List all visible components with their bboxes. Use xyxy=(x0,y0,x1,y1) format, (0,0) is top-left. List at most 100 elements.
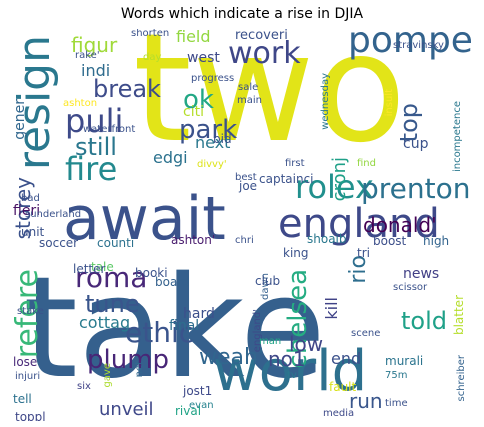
word-low: low xyxy=(289,332,324,356)
word-club: club xyxy=(255,274,281,288)
word-puli: puli xyxy=(65,102,124,140)
word-ethic: ethic xyxy=(125,316,195,349)
word-stake: stake xyxy=(17,306,44,317)
word-prenton: prenton xyxy=(361,172,471,205)
word-rival: rival xyxy=(175,404,202,418)
word-75m: 75m xyxy=(385,370,408,381)
word-letter: letter xyxy=(73,262,106,276)
word-next: next xyxy=(195,133,231,152)
word-field: field xyxy=(176,29,211,46)
word-pompey: pompey xyxy=(348,29,471,61)
word-divvy: divvy' xyxy=(197,159,227,170)
word-rolex: rolex xyxy=(295,168,374,206)
word-tri: tri xyxy=(357,246,370,260)
word-cup: cup xyxy=(403,136,429,152)
word-park: park xyxy=(179,115,238,145)
word-cloud: taketwoawaitworldenglandresignpompeywork… xyxy=(13,29,471,421)
word-gener: gener xyxy=(13,99,28,140)
word-recoveri: recoveri xyxy=(235,29,288,43)
word-await: await xyxy=(63,184,226,254)
word-edgi: edgi xyxy=(153,148,188,167)
word-west: west xyxy=(187,50,220,66)
word-high: high xyxy=(423,234,450,248)
word-incompetence: incompetence xyxy=(452,101,463,173)
word-plump: plump xyxy=(87,345,170,375)
word-unit: unit xyxy=(21,225,45,239)
word-cronj: cronj xyxy=(329,157,350,202)
word-king: king xyxy=(283,246,309,260)
word-first: first xyxy=(285,158,305,169)
word-net: net xyxy=(134,361,145,378)
word-bid: bid xyxy=(213,132,232,146)
word-stravinsky: stravinsky xyxy=(393,40,444,51)
word-best: best xyxy=(235,172,257,183)
word-captainci: captainci xyxy=(259,172,314,186)
word-fault: fault xyxy=(329,380,357,394)
word-board: board xyxy=(155,275,190,289)
word-ashton: ashton' xyxy=(171,233,216,247)
word-donald: donald' xyxy=(363,213,437,237)
word-boost: boost xyxy=(373,234,407,248)
word-roma: roma xyxy=(75,261,148,294)
word-no1: no1 xyxy=(268,347,306,371)
word-wednesday: wednesday xyxy=(320,73,331,130)
word-booki: booki xyxy=(135,266,168,280)
word-citi: citi xyxy=(183,104,204,120)
word-evan: evan xyxy=(189,400,214,411)
chart-title: Words which indicate a rise in DJIA xyxy=(120,6,364,22)
word-bad: bad xyxy=(21,193,40,204)
word-counti: counti xyxy=(97,236,135,250)
word-time: time xyxy=(385,398,408,409)
word-break: break xyxy=(93,75,161,103)
word-indi: indi xyxy=(81,61,111,80)
word-fire: fire xyxy=(65,150,118,188)
word-tv: tv xyxy=(287,370,297,381)
word-media: media xyxy=(323,408,355,419)
word-sale: sale xyxy=(238,82,259,93)
word-day: day xyxy=(143,52,162,63)
word-rake: rake' xyxy=(75,50,100,61)
word-cottag: cottag xyxy=(79,313,131,332)
word-main: main xyxy=(237,95,262,106)
word-jost1: jost1 xyxy=(183,384,213,398)
word-find: find xyxy=(357,158,376,169)
word-tune: tune xyxy=(85,290,140,318)
word-scene: scene xyxy=(351,328,381,339)
word-blatter: blatter xyxy=(452,295,466,336)
word-unveil: unveil xyxy=(99,399,154,420)
word-scissor: scissor xyxy=(393,282,428,293)
word-six: six xyxy=(77,381,91,392)
word-joe: joe xyxy=(239,179,258,193)
word-shoaib: shoaib xyxy=(307,232,347,246)
word-murali: murali xyxy=(385,354,424,368)
word-kill: kill xyxy=(322,297,341,320)
word-told: told xyxy=(401,307,447,335)
word-waterfront: waterfront xyxy=(83,124,136,135)
word-end: end xyxy=(331,349,362,368)
word-england: england xyxy=(278,201,440,247)
word-man: man xyxy=(259,336,282,347)
word-england: england' xyxy=(252,309,263,353)
word-toppl: toppl xyxy=(15,410,46,421)
word-progress: progress xyxy=(191,73,235,84)
word-still: still xyxy=(75,133,117,161)
word-news: news xyxy=(403,266,440,282)
word-injuri: injuri xyxy=(15,371,41,382)
word-sunderland: sunderland xyxy=(25,209,82,220)
word-figur: figur xyxy=(71,33,118,57)
word-ok: ok xyxy=(183,85,214,115)
word-two: two xyxy=(133,29,407,176)
word-final: final xyxy=(169,318,200,334)
word-weah: weah' xyxy=(199,345,265,370)
word-tale: tale xyxy=(91,260,114,274)
word-take: take xyxy=(23,247,326,410)
word-hard: hard xyxy=(183,306,215,322)
word-fieri: fieri xyxy=(13,203,41,219)
word-world: world xyxy=(213,339,368,404)
word-ashton: ashton xyxy=(63,98,98,109)
word-gave: gave xyxy=(102,363,113,388)
word-chri: chri xyxy=(235,235,254,246)
word-work: work xyxy=(228,36,301,71)
word-tell: tell xyxy=(13,392,32,406)
word-insult: insult xyxy=(384,89,395,117)
